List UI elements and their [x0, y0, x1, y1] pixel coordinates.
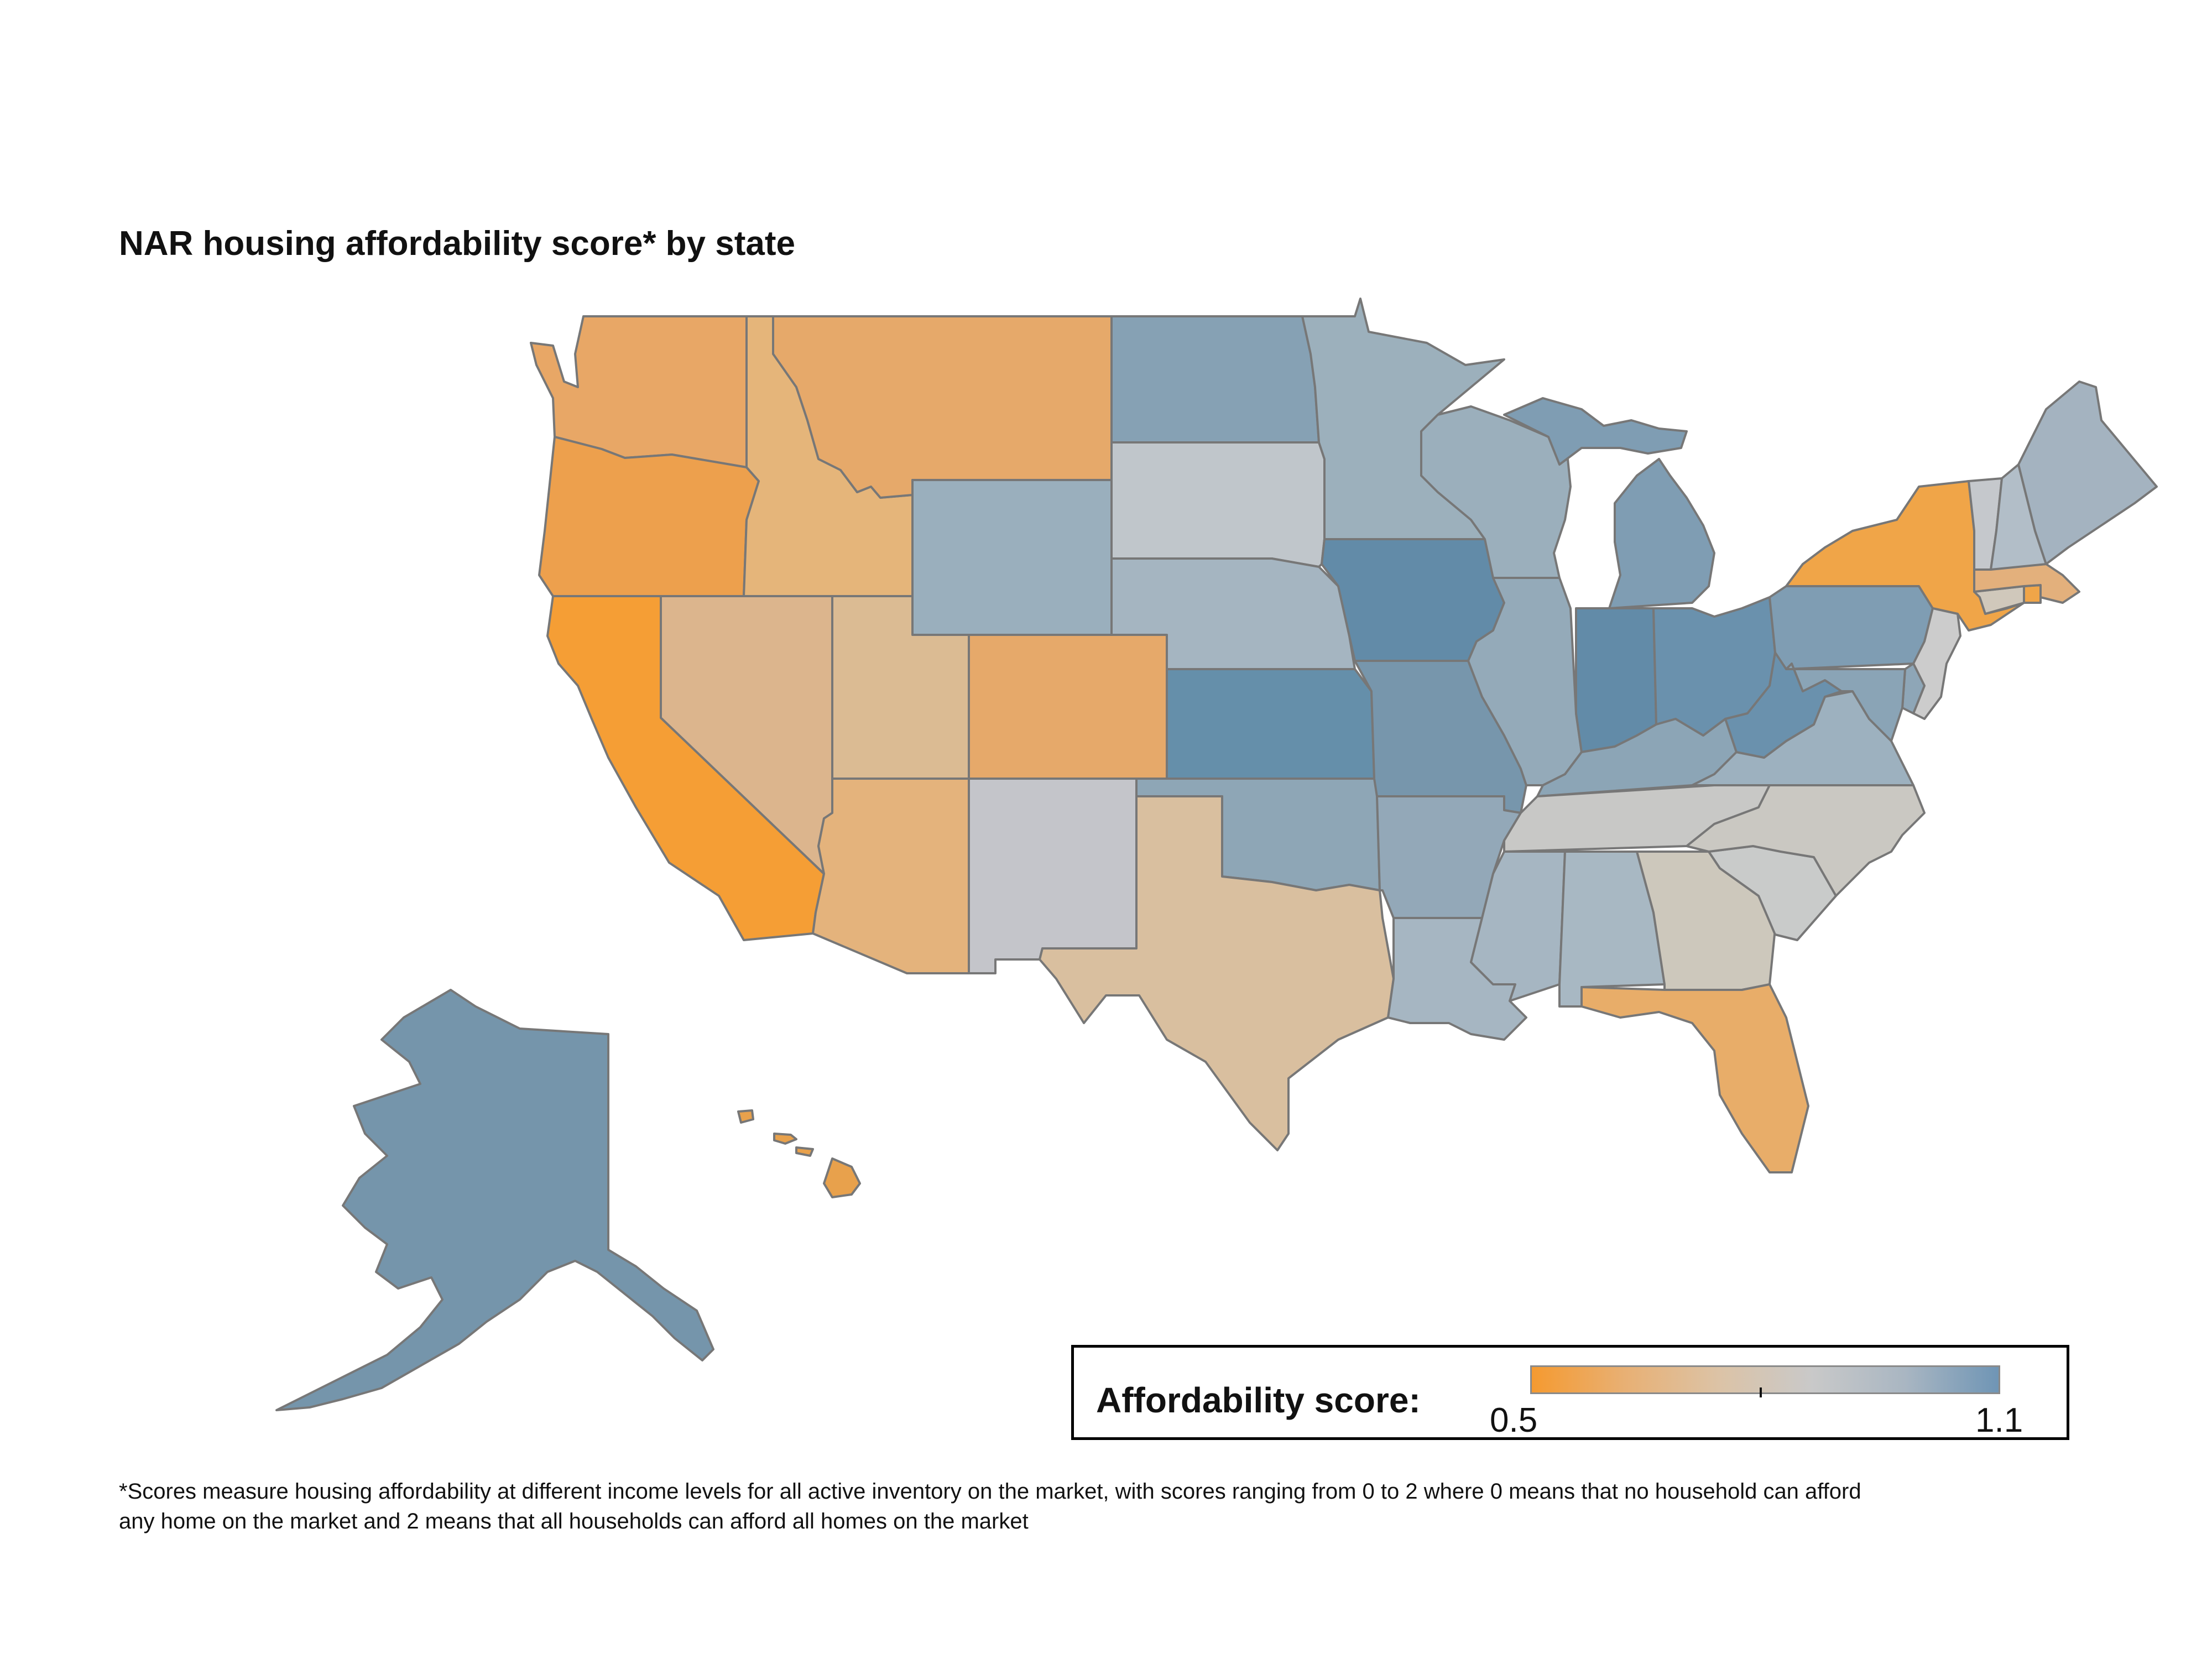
state-wy	[911, 479, 1113, 636]
legend: Affordability score: 0.5 1.1	[1071, 1345, 2069, 1440]
state-mi	[1503, 397, 1715, 609]
state-ma	[1973, 563, 2080, 604]
state-ks	[1166, 668, 1375, 780]
state-de	[1901, 662, 1926, 714]
legend-max-label: 1.1	[1975, 1401, 2023, 1439]
state-nc	[1686, 784, 1926, 897]
state-tx	[1039, 795, 1395, 1151]
map-title: NAR housing affordability score* by stat…	[119, 225, 795, 263]
state-md	[1785, 662, 1906, 742]
state-nm	[968, 778, 1138, 974]
legend-tick-mark	[1760, 1387, 1762, 1397]
state-pa	[1768, 585, 1934, 670]
state-wi	[1420, 405, 1572, 579]
state-hi	[737, 1109, 861, 1198]
state-sd	[1110, 441, 1326, 568]
state-il	[1467, 577, 1583, 786]
state-nj	[1912, 607, 1961, 720]
states-layer	[275, 298, 2158, 1411]
state-co	[968, 634, 1168, 780]
legend-min-label: 0.5	[1490, 1401, 1538, 1439]
footnote: *Scores measure housing affordability at…	[119, 1479, 1861, 1533]
legend-color-bar	[1530, 1365, 2000, 1394]
state-fl	[1580, 983, 1809, 1173]
state-me	[2017, 380, 2158, 565]
state-az	[812, 778, 970, 974]
legend-label: Affordability score:	[1096, 1380, 1421, 1420]
state-nd	[1110, 315, 1320, 444]
state-ak	[275, 989, 714, 1411]
state-ri	[2023, 584, 2042, 604]
